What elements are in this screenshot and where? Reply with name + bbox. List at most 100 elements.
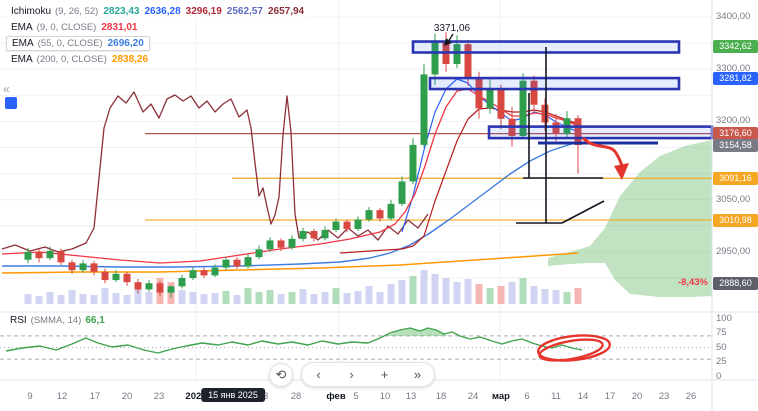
time-axis-label: 17 <box>604 391 616 402</box>
drawn-circle-annotation[interactable] <box>538 336 604 365</box>
candle-body <box>299 231 307 239</box>
volume-bar <box>189 292 197 304</box>
collapse-panel-icon[interactable]: « <box>3 82 10 96</box>
legend-row-ema-9[interactable]: EMA (9, 0, CLOSE) 2831,01 <box>6 20 143 35</box>
candlestick-series <box>24 32 582 298</box>
rsi-axis-label: 50 <box>716 341 727 353</box>
volume-bar <box>431 274 439 304</box>
legend-value: 2562,57 <box>226 6 263 17</box>
candle-body <box>123 273 131 283</box>
candle-body <box>497 89 505 119</box>
scroll-right-button[interactable]: › <box>349 367 354 382</box>
time-axis-label: 10 <box>379 391 391 402</box>
price-axis-label: 3400,00 <box>716 11 751 22</box>
candle-body <box>178 278 186 287</box>
legend-row-ema-55[interactable]: EMA (55, 0, CLOSE) 2696,20 <box>6 36 150 51</box>
volume-bar <box>244 288 252 304</box>
price-axis-badge: 3010,98 <box>713 213 758 227</box>
candle-body <box>222 259 230 268</box>
candle-body <box>321 229 329 239</box>
drawing-color-chip[interactable] <box>5 97 17 109</box>
drawn-arrow-head[interactable] <box>614 163 629 180</box>
rsi-params: (SMMA, 14) <box>30 314 82 326</box>
volume-bar <box>255 292 263 304</box>
price-axis-badge: 2888,60 <box>713 277 758 291</box>
volume-bar <box>376 292 384 304</box>
price-axis-badge: 3281,82 <box>713 72 758 86</box>
price-axis-label: 3300,00 <box>716 63 751 75</box>
legend-params: (200, 0, CLOSE) <box>36 54 107 65</box>
drawn-rectangle-zone[interactable] <box>487 125 714 140</box>
rsi-axis-label: 25 <box>716 356 727 367</box>
time-axis-label: 26 <box>685 391 697 402</box>
legend-params: (9, 26, 52) <box>55 6 99 17</box>
volume-bar <box>409 276 417 304</box>
volume-bar <box>442 278 450 304</box>
volume-bar <box>266 290 274 304</box>
volume-bar <box>211 293 219 304</box>
volume-bar <box>552 290 560 304</box>
crosshair-date-badge: 15 янв 2025 <box>201 388 265 402</box>
volume-bar <box>508 282 516 304</box>
drawn-circle-annotation[interactable] <box>536 332 612 363</box>
candle-body <box>343 221 351 229</box>
candle-body <box>134 282 142 290</box>
candle-body <box>46 250 54 259</box>
volume-bar <box>123 295 131 304</box>
volume-bar <box>530 286 538 304</box>
candle-body <box>79 263 87 271</box>
volume-bar <box>453 282 461 304</box>
time-axis-label: фев <box>326 391 346 402</box>
legend-params: (9, 0, CLOSE) <box>36 22 97 33</box>
volume-bar <box>178 290 186 304</box>
chart-nav-group: ‹ › + » <box>301 362 435 387</box>
candle-body <box>541 104 549 123</box>
volume-bar <box>343 293 351 304</box>
volume-bar <box>101 288 109 304</box>
legend-value: 2657,94 <box>267 6 305 17</box>
volume-bar <box>574 288 582 304</box>
drawn-trend-line[interactable] <box>561 200 605 224</box>
high-price-label[interactable]: 3371,06 <box>434 23 471 34</box>
volume-bar <box>486 288 494 304</box>
volume-bar <box>497 286 505 304</box>
volume-bar <box>145 292 153 304</box>
candle-body <box>398 181 406 204</box>
rsi-legend[interactable]: RSI (SMMA, 14) 66,1 <box>6 313 109 327</box>
legend-row-ema-200[interactable]: EMA (200, 0, CLOSE) 2838,26 <box>6 52 154 67</box>
legend-row-ichimoku[interactable]: Ichimoku (9, 26, 52) 2823,43 2636,28 3296,19… <box>6 4 310 19</box>
rsi-axis-label: 75 <box>716 327 727 338</box>
candle-body <box>255 249 263 258</box>
legend-params: (55, 0, CLOSE) <box>37 38 103 49</box>
candle-body <box>101 271 109 281</box>
candle-body <box>277 240 285 248</box>
rsi-title: RSI <box>10 314 27 326</box>
volume-bar <box>277 294 285 304</box>
volume-bar <box>112 293 120 304</box>
time-axis-label: 17 <box>89 391 101 402</box>
go-to-realtime-button[interactable]: » <box>413 367 422 382</box>
time-axis-label: 18 <box>435 391 447 402</box>
ema-9-line <box>1 88 579 264</box>
volume-bar <box>519 278 527 304</box>
ema-55-line <box>2 141 579 268</box>
volume-bar <box>310 294 318 304</box>
candle-body <box>475 78 483 109</box>
candle-body <box>409 144 417 182</box>
drawn-rectangle-zone[interactable] <box>428 76 681 91</box>
candle-body <box>387 203 395 219</box>
volume-bar <box>365 286 373 304</box>
candle-body <box>574 118 582 146</box>
scroll-left-button[interactable]: ‹ <box>316 367 321 382</box>
reset-chart-button[interactable]: ⟲ <box>269 363 293 387</box>
time-axis-label: 20 <box>121 391 133 402</box>
ema-200-line <box>1 252 579 274</box>
legend-title: Ichimoku <box>11 6 52 17</box>
time-axis-label: 23 <box>153 391 165 402</box>
rsi-axis-label: 100 <box>716 312 732 324</box>
volume-bar <box>79 294 87 304</box>
volume-bar <box>398 280 406 304</box>
price-axis-label: 3050,00 <box>716 193 751 205</box>
zoom-in-button[interactable]: + <box>380 367 389 382</box>
